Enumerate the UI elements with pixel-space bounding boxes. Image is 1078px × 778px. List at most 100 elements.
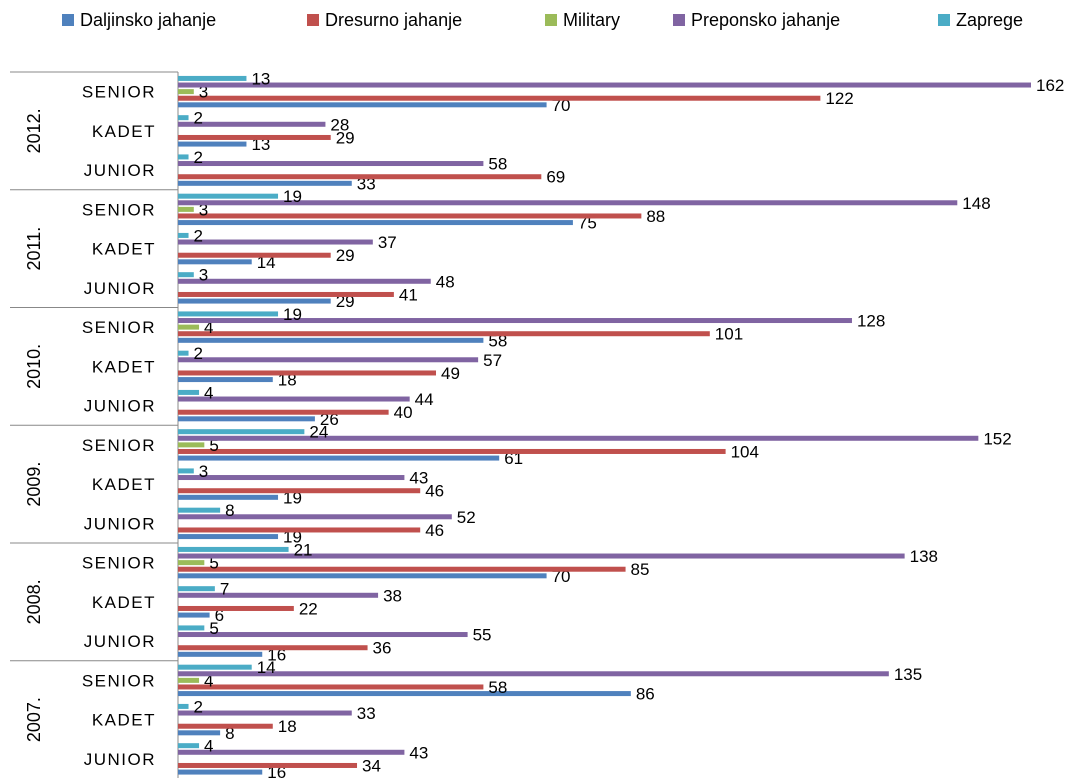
category-label: KADET bbox=[92, 475, 156, 494]
category-label: SENIOR bbox=[82, 200, 156, 219]
year-label: 2009. bbox=[24, 462, 44, 507]
bar bbox=[178, 442, 205, 448]
data-label: 85 bbox=[631, 560, 650, 579]
bar bbox=[178, 134, 331, 140]
bar bbox=[178, 324, 200, 330]
bar bbox=[178, 448, 726, 454]
bar bbox=[178, 154, 189, 160]
bar bbox=[178, 291, 394, 297]
category-label: SENIOR bbox=[82, 436, 156, 455]
legend-label: Military bbox=[563, 9, 620, 30]
data-label: 4 bbox=[204, 383, 213, 402]
category-label: JUNIOR bbox=[84, 161, 156, 180]
bar bbox=[178, 350, 189, 356]
bar bbox=[178, 102, 547, 108]
data-label: 3 bbox=[199, 200, 208, 219]
bar bbox=[178, 377, 273, 383]
bar bbox=[178, 671, 889, 677]
bar bbox=[178, 769, 263, 775]
bar bbox=[178, 337, 484, 343]
bar bbox=[178, 396, 410, 402]
legend-swatch bbox=[62, 14, 74, 26]
bar bbox=[178, 468, 194, 474]
bar bbox=[178, 605, 294, 611]
category-label: KADET bbox=[92, 122, 156, 141]
data-label: 5 bbox=[209, 436, 218, 455]
data-label: 37 bbox=[378, 233, 397, 252]
category-label: JUNIOR bbox=[84, 750, 156, 769]
legend-item: Military bbox=[545, 8, 620, 32]
bar bbox=[178, 573, 547, 579]
data-label: 4 bbox=[204, 737, 213, 756]
data-label: 8 bbox=[225, 501, 234, 520]
category-label: JUNIOR bbox=[84, 632, 156, 651]
bar bbox=[178, 89, 194, 95]
bar bbox=[178, 546, 289, 552]
legend-swatch bbox=[938, 14, 950, 26]
legend-swatch bbox=[545, 14, 557, 26]
bar bbox=[178, 357, 479, 363]
bar bbox=[178, 494, 279, 500]
data-label: 148 bbox=[962, 194, 990, 213]
legend-label: Preponsko jahanje bbox=[691, 9, 841, 30]
data-label: 28 bbox=[330, 115, 349, 134]
bar bbox=[178, 161, 484, 167]
bar bbox=[178, 232, 189, 238]
data-label: 104 bbox=[731, 442, 759, 461]
legend-item: Dresurno jahanje bbox=[307, 8, 462, 32]
bar bbox=[178, 272, 194, 278]
data-label: 86 bbox=[636, 685, 655, 704]
data-label: 24 bbox=[309, 423, 328, 442]
bar bbox=[178, 389, 200, 395]
year-label: 2008. bbox=[24, 579, 44, 624]
data-label: 43 bbox=[409, 469, 428, 488]
bar bbox=[178, 677, 200, 683]
data-label: 7 bbox=[220, 580, 229, 599]
data-label: 18 bbox=[278, 717, 297, 736]
bar bbox=[178, 220, 573, 226]
legend-item: Daljinsko jahanje bbox=[62, 8, 216, 32]
legend-label: Zaprege bbox=[956, 9, 1024, 30]
chart-legend: Daljinsko jahanje Dresurno jahanje Militar… bbox=[0, 0, 1078, 40]
bar bbox=[178, 566, 626, 572]
year-label: 2012. bbox=[24, 108, 44, 153]
bar bbox=[178, 507, 221, 513]
data-label: 135 bbox=[894, 665, 922, 684]
legend-swatch bbox=[673, 14, 685, 26]
data-label: 88 bbox=[646, 207, 665, 226]
data-label: 2 bbox=[194, 226, 203, 245]
data-label: 3 bbox=[199, 266, 208, 285]
bar bbox=[178, 664, 252, 670]
data-label: 49 bbox=[441, 364, 460, 383]
data-label: 8 bbox=[225, 724, 234, 743]
data-label: 101 bbox=[715, 325, 743, 344]
data-label: 6 bbox=[215, 606, 224, 625]
bar bbox=[178, 762, 358, 768]
bar bbox=[178, 115, 189, 121]
data-label: 2 bbox=[194, 148, 203, 167]
data-label: 29 bbox=[336, 246, 355, 265]
bar bbox=[178, 331, 710, 337]
data-label: 122 bbox=[825, 89, 853, 108]
data-label: 13 bbox=[251, 69, 270, 88]
bar bbox=[178, 95, 821, 101]
bar bbox=[178, 259, 252, 265]
bar bbox=[178, 723, 273, 729]
data-label: 152 bbox=[983, 429, 1011, 448]
bar bbox=[178, 730, 221, 736]
data-label: 162 bbox=[1036, 76, 1064, 95]
bar bbox=[178, 141, 247, 147]
data-label: 128 bbox=[857, 312, 885, 331]
category-label: JUNIOR bbox=[84, 514, 156, 533]
data-label: 19 bbox=[283, 187, 302, 206]
bar bbox=[178, 691, 631, 697]
data-label: 46 bbox=[425, 521, 444, 540]
year-label: 2010. bbox=[24, 344, 44, 389]
data-label: 41 bbox=[399, 285, 418, 304]
category-label: SENIOR bbox=[82, 83, 156, 102]
bar bbox=[178, 743, 200, 749]
bar bbox=[178, 213, 642, 219]
bar bbox=[178, 488, 421, 494]
bar bbox=[178, 193, 279, 199]
